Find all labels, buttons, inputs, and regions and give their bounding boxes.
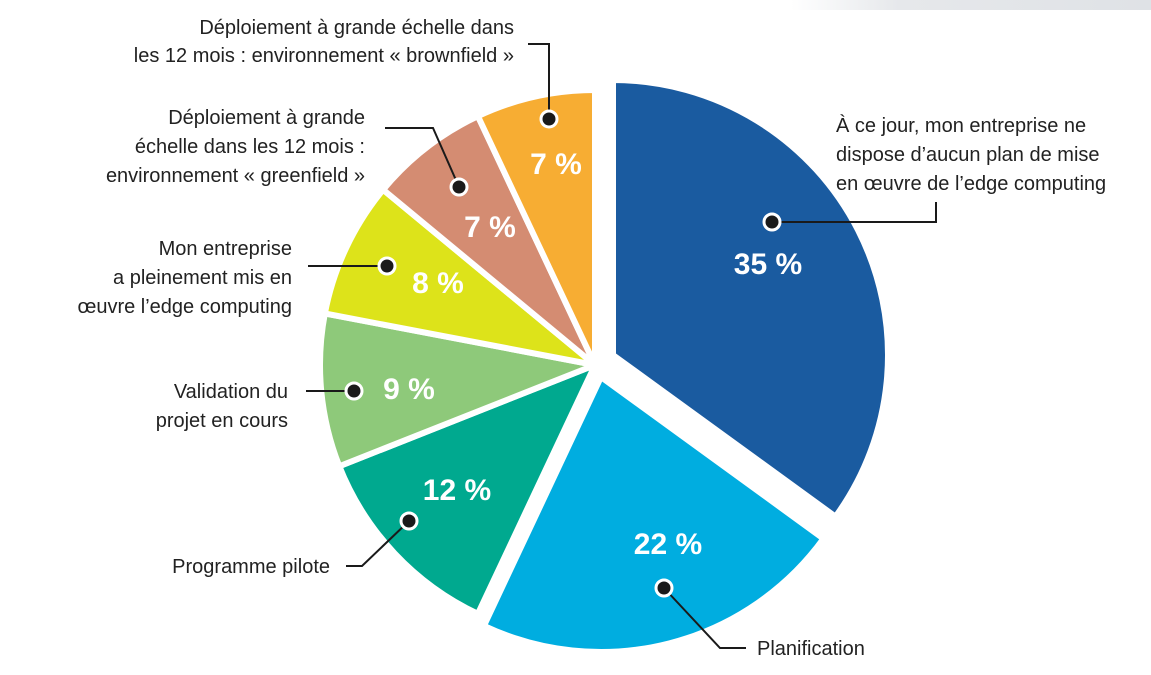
pie-slice [335,359,601,618]
leader-line [528,43,550,119]
leader-dot [449,177,469,197]
leader-dot [654,578,674,598]
leader-dot [377,256,397,276]
slice-value-label: 7 % [464,211,516,244]
slice-value-label: 8 % [412,267,464,300]
pie-slice [479,372,828,655]
pie-slice [321,185,597,368]
leader-line [346,520,410,567]
slice-category-line: en œuvre de l’edge computing [836,173,1106,195]
slice-category-line: a pleinement mis en [113,267,292,289]
slice-category-line: échelle dans les 12 mois : [135,136,365,158]
slice-value-label: 22 % [634,528,702,561]
leader-line [385,127,460,188]
slice-category-label: Programme pilote [172,556,330,578]
leader-dot [762,212,782,232]
slice-value-label: 9 % [383,373,435,406]
slice-category-line: Planification [757,638,865,660]
slice-category-line: Mon entreprise [159,238,292,260]
slice-value-label: 35 % [734,248,802,281]
pie-slice [473,86,598,367]
slice-category-line: projet en cours [156,410,288,432]
slice-category-label: Déploiement à grande échelle dans les 12 … [134,17,514,67]
pie-slice [610,76,891,521]
slice-category-label: Mon entreprise a pleinement mis en œuvre l… [77,238,292,318]
leader-line [663,587,746,649]
leader-dot [399,511,419,531]
slice-category-line: Programme pilote [172,556,330,578]
corner-decoration [791,0,1151,10]
leader-line [772,202,937,223]
slice-category-line: Validation du [174,381,288,403]
slice-value-label: 12 % [423,474,491,507]
slice-category-line: les 12 mois : environnement « brownfield… [134,45,514,67]
slice-category-line: dispose d’aucun plan de mise [836,144,1100,166]
slice-category-line: Déploiement à grande échelle dans [199,17,514,39]
slice-category-line: environnement « greenfield » [106,165,365,187]
leader-dot [344,381,364,401]
slice-category-label: Validation du projet en cours [156,381,288,432]
slice-category-line: Déploiement à grande [168,107,365,129]
slice-value-label: 7 % [530,148,582,181]
slice-category-label: Planification [757,638,865,660]
slice-category-label: À ce jour, mon entreprise ne dispose d’au… [836,114,1106,195]
slice-category-label: Déploiement à grande échelle dans les 12 … [106,107,365,187]
slice-category-line: œuvre l’edge computing [77,296,292,318]
leader-dot [539,109,559,129]
slice-category-line: À ce jour, mon entreprise ne [836,114,1086,137]
